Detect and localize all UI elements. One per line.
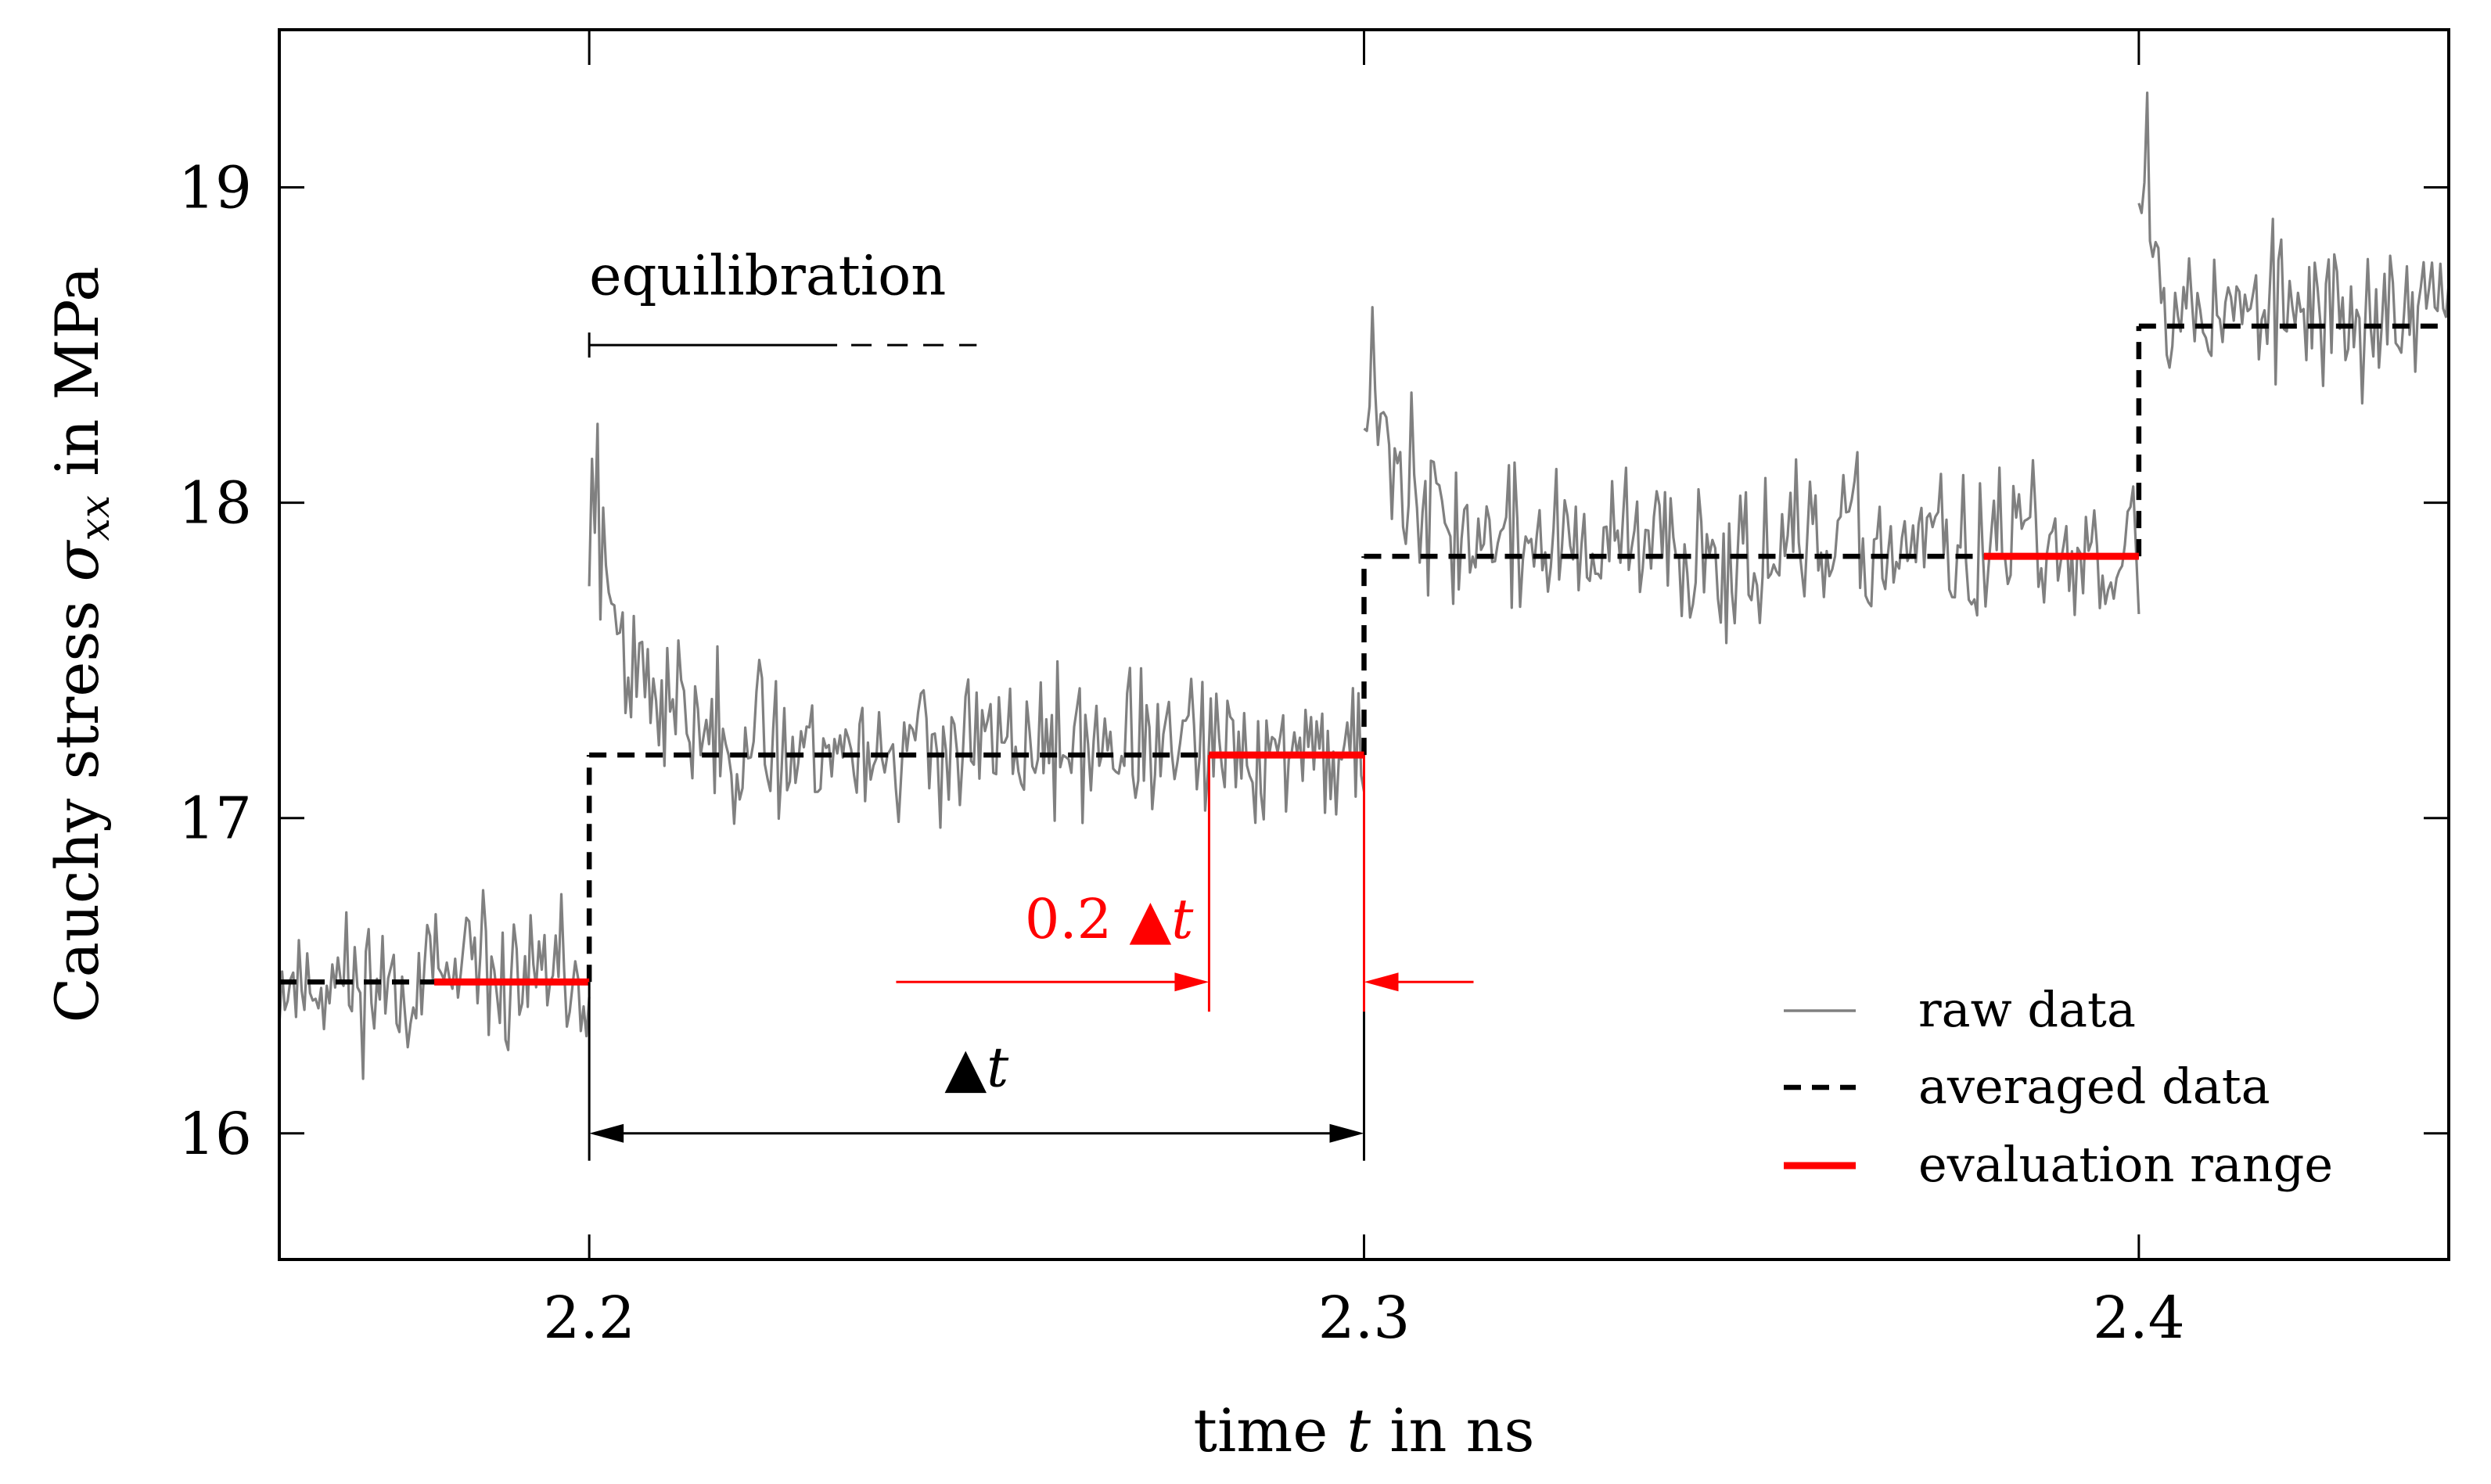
legend-label-3: evaluation range bbox=[1918, 1136, 2333, 1193]
axes: 2.2 2.3 2.4 16 17 18 19 time t in ns Cauchy stre… bbox=[42, 28, 2450, 1465]
raw-data-segment-4 bbox=[2137, 91, 2449, 405]
legend-label-2: averaged data bbox=[1918, 1058, 2270, 1115]
fraction-label: 0.2 ▲t bbox=[1025, 887, 1194, 951]
legend-label-1: raw data bbox=[1918, 981, 2136, 1038]
legend: raw data averaged data evaluation range bbox=[1784, 981, 2333, 1193]
y-tick-label-4: 19 bbox=[178, 155, 252, 222]
fraction-arrow-right bbox=[1364, 972, 1399, 992]
x-tick-label-3: 2.4 bbox=[2093, 1285, 2185, 1352]
delta-t-arrow-left bbox=[589, 1123, 624, 1143]
y-tick-label-1: 16 bbox=[178, 1101, 252, 1168]
raw-data-segment-1 bbox=[279, 889, 591, 1080]
delta-t-arrow-right bbox=[1329, 1123, 1364, 1143]
fraction-arrow-left bbox=[1174, 972, 1210, 992]
delta-t-label: ▲t bbox=[944, 1035, 1009, 1099]
y-axis-label: Cauchy stress σxx in MPa bbox=[42, 267, 119, 1023]
equilibration-label: equilibration bbox=[589, 244, 946, 308]
raw-data-segment-3 bbox=[1363, 306, 2141, 645]
x-tick-label-1: 2.2 bbox=[543, 1285, 635, 1352]
raw-data-segment-2 bbox=[588, 422, 1366, 829]
y-tick-label-2: 17 bbox=[178, 785, 252, 853]
plot-content bbox=[279, 91, 2449, 1080]
annotations: equilibration ▲t 0.2 ▲t bbox=[588, 244, 1474, 1161]
y-tick-label-3: 18 bbox=[178, 470, 252, 537]
x-axis-label: time t in ns bbox=[1193, 1396, 1534, 1465]
x-tick-label-2: 2.3 bbox=[1318, 1285, 1411, 1352]
